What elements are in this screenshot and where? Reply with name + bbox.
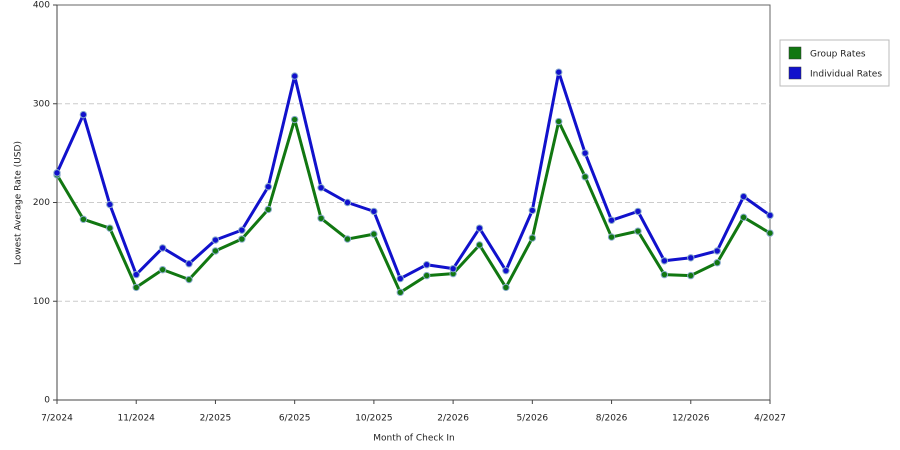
data-point <box>317 183 325 192</box>
legend-swatch <box>788 66 802 80</box>
data-point <box>264 205 272 214</box>
x-tick-label: 5/2026 <box>516 414 548 424</box>
legend-label: Group Rates <box>810 50 866 60</box>
series-line <box>55 70 771 281</box>
data-point <box>317 214 325 223</box>
data-point <box>53 169 61 177</box>
data-point <box>607 233 616 241</box>
x-tick-label: 2/2025 <box>200 414 232 424</box>
data-point <box>132 270 140 279</box>
data-point <box>660 270 669 279</box>
data-point <box>766 229 774 237</box>
data-point <box>79 215 88 223</box>
x-tick-label: 7/2024 <box>41 414 73 424</box>
x-axis-label: Month of Check In <box>373 434 455 444</box>
data-point <box>634 227 642 235</box>
data-point <box>739 213 748 222</box>
data-point <box>423 261 431 269</box>
data-point <box>343 198 352 207</box>
data-point <box>766 211 774 220</box>
data-point <box>290 115 299 124</box>
legend-label: Individual Rates <box>810 70 882 80</box>
series-line <box>55 118 771 294</box>
data-point <box>158 244 167 252</box>
data-point <box>238 226 246 234</box>
data-point <box>581 149 589 157</box>
data-point <box>290 72 299 80</box>
data-point <box>555 117 563 126</box>
data-point <box>739 192 748 201</box>
legend-swatch <box>788 46 802 60</box>
data-point <box>634 207 642 216</box>
data-point <box>79 110 88 119</box>
x-tick-label: 8/2026 <box>596 414 628 424</box>
data-point <box>158 265 167 274</box>
y-tick-label: 300 <box>33 99 50 109</box>
data-point <box>687 254 695 262</box>
data-point <box>713 247 721 255</box>
data-point <box>185 260 193 268</box>
data-point <box>106 224 114 232</box>
data-point <box>185 275 193 284</box>
y-tick-label: 400 <box>33 1 50 11</box>
data-point <box>370 207 378 216</box>
data-point <box>502 266 510 275</box>
x-tick-label: 12/2026 <box>672 414 710 424</box>
y-tick-label: 100 <box>33 297 50 307</box>
data-point <box>475 224 484 232</box>
x-tick-label: 2/2026 <box>437 414 469 424</box>
data-point <box>396 274 404 283</box>
data-point <box>423 271 431 280</box>
x-tick-label: 4/2027 <box>754 414 786 424</box>
data-point <box>106 200 114 209</box>
data-point <box>449 264 457 273</box>
data-point <box>713 259 721 267</box>
data-point <box>370 230 378 238</box>
data-point <box>555 68 563 76</box>
data-point <box>343 235 352 243</box>
data-point <box>502 283 510 292</box>
y-axis-label: Lowest Average Rate (USD) <box>14 141 24 265</box>
x-tick-label: 10/2025 <box>355 414 392 424</box>
x-tick-label: 11/2024 <box>118 414 156 424</box>
x-tick-label: 6/2025 <box>279 414 311 424</box>
data-point <box>581 173 589 181</box>
data-point <box>211 247 220 255</box>
data-point <box>607 216 616 224</box>
data-point <box>528 206 537 215</box>
data-point <box>528 234 537 242</box>
data-point <box>132 283 140 292</box>
data-point <box>475 241 484 249</box>
y-tick-label: 200 <box>33 198 50 208</box>
data-point <box>238 235 246 243</box>
data-point <box>211 236 220 244</box>
data-point <box>264 183 272 191</box>
data-point <box>396 288 404 297</box>
data-point <box>660 257 669 265</box>
data-point <box>687 271 695 280</box>
y-tick-label: 0 <box>44 396 50 406</box>
